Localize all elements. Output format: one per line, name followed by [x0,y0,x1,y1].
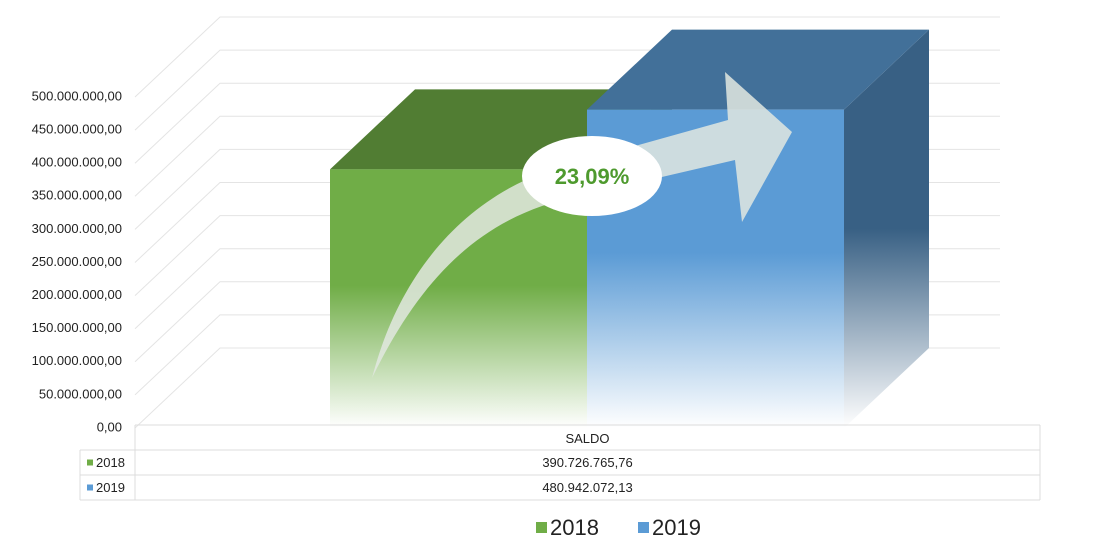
table-cell: 480.942.072,13 [542,480,632,495]
annotation-bubble [522,136,662,216]
y-tick-label: 50.000.000,00 [39,386,122,401]
bar [330,169,587,429]
growth-arrow: 23,09% [372,72,792,378]
table-cell: 390.726.765,76 [542,455,632,470]
table-row-label: 2019 [96,480,125,495]
y-tick-label: 300.000.000,00 [32,221,122,236]
y-tick-label: 450.000.000,00 [32,122,122,137]
y-tick-label: 250.000.000,00 [32,254,122,269]
y-tick-label: 400.000.000,00 [32,155,122,170]
table-row-label: 2018 [96,455,125,470]
y-tick-label: 350.000.000,00 [32,188,122,203]
arrow-shape [372,72,792,378]
y-tick-label: 150.000.000,00 [32,320,122,335]
y-tick-label: 0,00 [97,419,122,434]
y-tick-label: 500.000.000,00 [32,88,122,103]
y-tick-label: 200.000.000,00 [32,287,122,302]
table-header: SALDO [565,431,609,446]
bar-top [587,29,929,110]
table-key [87,459,93,466]
legend-label: 2018 [550,515,599,540]
legend-swatch [536,522,547,533]
annotation: 23,09% [555,164,630,189]
bar-side [844,29,929,429]
table-key [87,484,93,491]
legend-label: 2019 [652,515,701,540]
y-tick-label: 100.000.000,00 [32,353,122,368]
legend-swatch [638,522,649,533]
grid-line [134,16,1000,98]
